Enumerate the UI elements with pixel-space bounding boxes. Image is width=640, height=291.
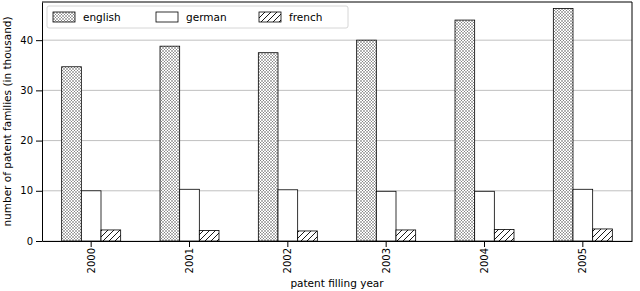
y-tick-mark <box>36 191 42 192</box>
x-tick-label: 2002 <box>282 248 293 273</box>
legend-frame <box>47 6 348 28</box>
bar <box>593 229 613 241</box>
x-tick-label: 2001 <box>184 248 195 273</box>
legend-swatch <box>156 12 178 22</box>
x-tick-label: 2000 <box>86 248 97 273</box>
bar <box>396 230 416 241</box>
bar <box>62 67 82 241</box>
x-tick-mark <box>582 241 583 247</box>
y-tick: 0 <box>27 236 42 247</box>
legend-entry: english <box>53 11 121 23</box>
x-tick: 2004 <box>479 241 490 273</box>
y-tick: 10 <box>20 185 42 196</box>
legend-label: german <box>186 11 227 23</box>
y-tick-mark <box>36 241 42 242</box>
legend-entry: german <box>156 11 227 23</box>
bar <box>160 46 180 241</box>
x-tick-mark <box>91 241 92 247</box>
bar <box>553 9 573 241</box>
x-tick-mark <box>287 241 288 247</box>
y-tick-label: 40 <box>20 35 33 46</box>
x-tick-label: 2005 <box>577 248 588 273</box>
bar <box>278 190 298 241</box>
x-tick: 2002 <box>282 241 293 273</box>
legend-label: french <box>289 11 322 23</box>
y-axis-title: number of patent families (in thousand) <box>1 16 13 226</box>
bar <box>101 230 121 241</box>
y-tick: 20 <box>20 135 42 146</box>
frame <box>42 2 632 241</box>
x-axis-title: patent filling year <box>290 277 384 289</box>
bar <box>494 229 514 241</box>
plot: 0 10 20 30 40 2000 2001 2002 2003 2004 2005 english… <box>20 2 632 273</box>
y-axis-line <box>42 3 43 242</box>
y-tick-mark <box>36 141 42 142</box>
y-tick-label: 0 <box>27 236 33 247</box>
x-axis-line <box>43 241 633 242</box>
y-tick-mark <box>36 90 42 91</box>
grid-line <box>42 90 632 91</box>
x-tick-label: 2003 <box>381 248 392 273</box>
y-tick-label: 20 <box>20 135 33 146</box>
y-tick: 40 <box>20 35 42 46</box>
grid-line <box>42 40 632 41</box>
grid-line <box>42 241 632 242</box>
legend-swatch <box>53 12 75 22</box>
y-tick: 30 <box>20 85 42 96</box>
bar <box>180 189 200 241</box>
grid <box>42 40 632 241</box>
bar <box>199 230 219 241</box>
bar <box>81 191 101 241</box>
bar <box>357 40 377 241</box>
y-tick-label: 30 <box>20 85 33 96</box>
legend-label: english <box>83 11 121 23</box>
bar <box>475 191 495 241</box>
bar <box>573 189 593 241</box>
x-tick: 2000 <box>86 241 97 273</box>
y-tick-label: 10 <box>20 185 33 196</box>
bar <box>258 53 278 241</box>
x-tick: 2005 <box>577 241 588 273</box>
grid-line <box>42 190 632 191</box>
legend-entry: french <box>259 11 322 23</box>
legend: english german french <box>47 6 348 28</box>
x-axis: 2000 2001 2002 2003 2004 2005 <box>43 241 633 273</box>
x-tick-label: 2004 <box>479 248 490 273</box>
x-tick-mark <box>386 241 387 247</box>
chart: 0 10 20 30 40 2000 2001 2002 2003 2004 2005 english… <box>0 0 640 291</box>
legend-swatch <box>259 12 281 22</box>
bars <box>62 9 613 241</box>
grid-line <box>42 140 632 141</box>
bar <box>376 191 396 241</box>
x-tick-mark <box>189 241 190 247</box>
x-tick-mark <box>484 241 485 247</box>
x-tick: 2003 <box>381 241 392 273</box>
bar <box>455 20 475 241</box>
x-tick: 2001 <box>184 241 195 273</box>
y-tick-mark <box>36 40 42 41</box>
y-axis: 0 10 20 30 40 <box>20 3 42 247</box>
bar <box>298 231 318 241</box>
